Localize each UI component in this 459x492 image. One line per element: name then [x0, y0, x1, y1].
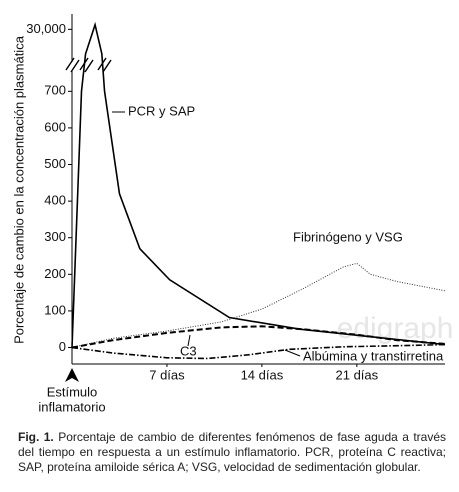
stimulus-arrow	[65, 368, 79, 382]
y-tick-label: 200	[44, 266, 66, 281]
series-line	[71, 262, 446, 349]
y-tick-label: 300	[44, 229, 66, 244]
x-tick-label: 7 días	[149, 367, 185, 382]
series-line	[71, 325, 446, 349]
series-label: Fibrinógeno y VSG	[293, 229, 403, 244]
caption: Fig. 1. Porcentaje de cambio de diferent…	[18, 430, 446, 475]
caption-label: Fig. 1.	[18, 430, 54, 444]
series-line	[71, 21, 446, 348]
series-label: C3	[180, 343, 197, 358]
y-tick-label: 700	[44, 83, 66, 98]
leader-line	[284, 349, 301, 357]
origin-label: Estímulo	[47, 384, 98, 399]
y-tick-label: 600	[44, 119, 66, 134]
x-tick-label: 14 días	[241, 367, 284, 382]
axis-break	[65, 57, 112, 73]
y-tick-label: 500	[44, 156, 66, 171]
caption-text: Porcentaje de cambio de diferentes fenóm…	[18, 430, 446, 474]
series-label: Albúmina y transtirretina	[303, 348, 444, 363]
y-tick-label: 0	[59, 339, 66, 354]
y-axis-label: Porcentaje de cambio en la concentración…	[11, 35, 26, 344]
x-tick-label: 21 días	[336, 367, 379, 382]
y-tick-label: 400	[44, 193, 66, 208]
series-label: PCR y SAP	[128, 103, 195, 118]
y-tick-label: 100	[44, 302, 66, 317]
origin-label: inflamatorio	[38, 399, 105, 414]
series-line	[71, 343, 446, 360]
y-tick-label: 30,000	[26, 21, 66, 36]
chart: Porcentaje de cambio en la concentración…	[11, 14, 453, 414]
leader-line	[187, 334, 191, 347]
